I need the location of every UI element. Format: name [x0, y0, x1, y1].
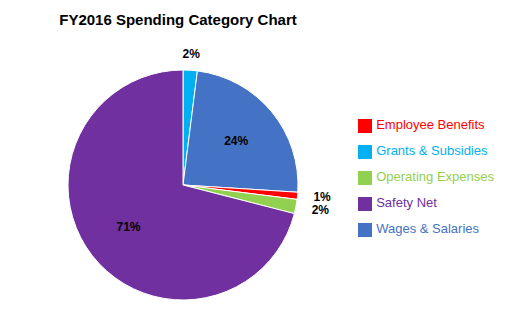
html-text:Safety Net: Safety Net: [376, 195, 437, 210]
html-text:Operating Expenses: Operating Expenses: [376, 169, 494, 184]
html-text:Employee Benefits: Employee Benefits: [376, 117, 485, 132]
html-text:Grants & Subsidies: Grants & Subsidies: [376, 143, 488, 158]
svg-text:2%: 2%: [312, 203, 330, 217]
html-text:Wages & Salaries: Wages & Salaries: [376, 221, 479, 236]
svg-text:1%: 1%: [313, 190, 331, 205]
svg-text:2%: 2%: [183, 47, 201, 61]
svg-text:71%: 71%: [116, 220, 140, 234]
svg-text:24%: 24%: [224, 134, 248, 148]
html-text:FY2016 Spending Category Chart: FY2016 Spending Category Chart: [59, 11, 297, 28]
